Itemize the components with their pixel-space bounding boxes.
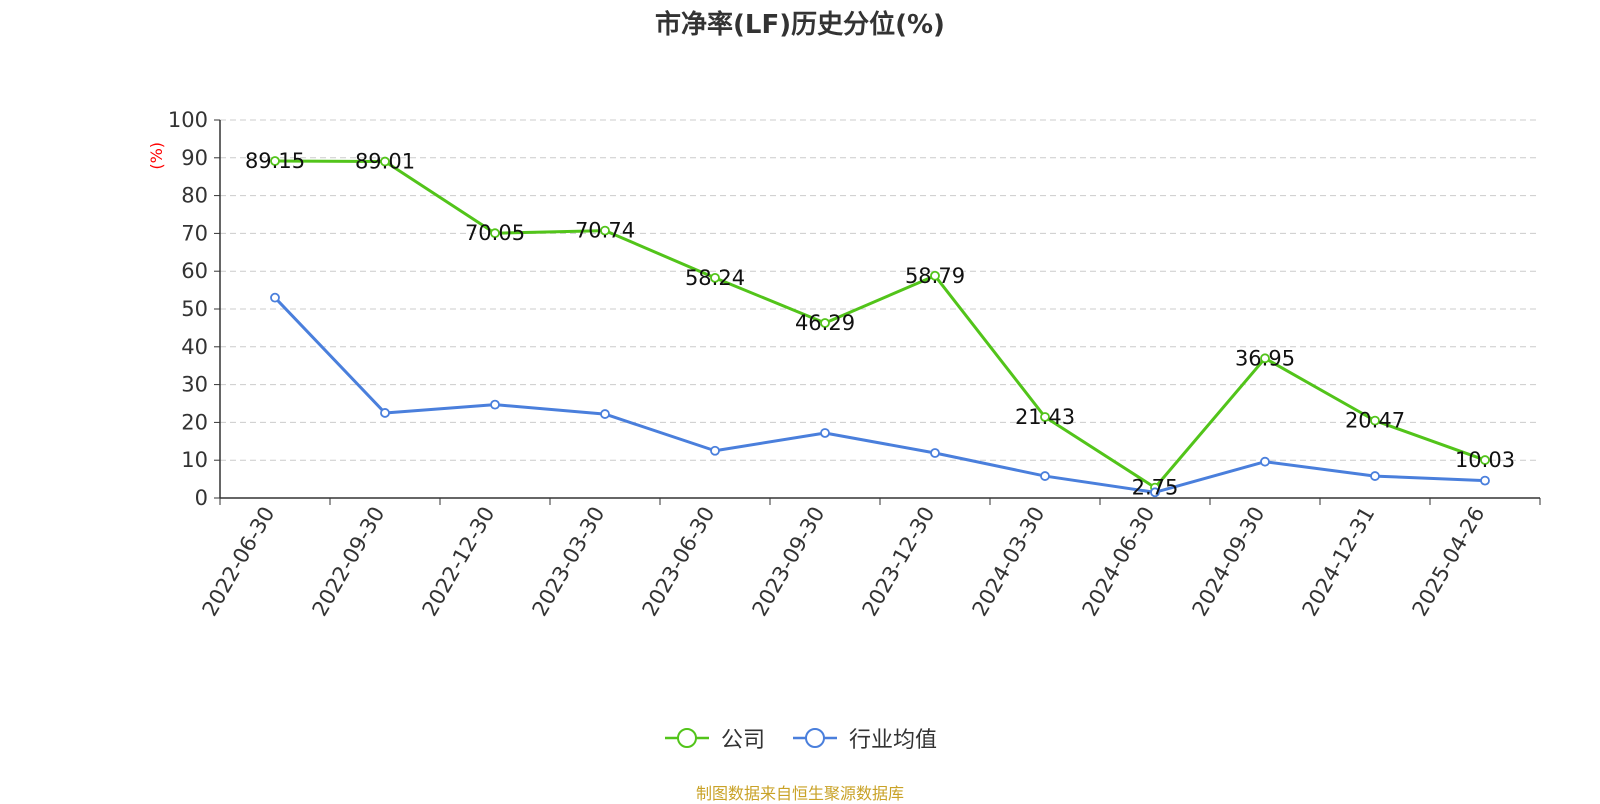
data-labels: 89.15 89.01 70.05 70.74 58.24 46.29 58.79 21.43…: [245, 149, 1515, 500]
data-point: [600, 409, 610, 419]
data-label: 21.43: [1015, 405, 1075, 429]
x-tick-label: 2023-12-30: [858, 503, 940, 621]
data-point: [710, 445, 720, 456]
x-tick-label: 2023-06-30: [638, 503, 720, 621]
y-tick-label: 0: [195, 486, 208, 510]
x-tick-label: 2024-03-30: [968, 503, 1050, 621]
data-point: [930, 448, 940, 458]
data-point: [820, 428, 830, 438]
x-tick-label: 2022-12-30: [418, 503, 500, 621]
legend-item-1[interactable]: 公司: [663, 722, 765, 754]
data-point: [1040, 412, 1050, 422]
y-tick-label: 30: [181, 373, 208, 397]
data-label: 70.05: [465, 221, 525, 245]
y-tick-label: 90: [181, 146, 208, 170]
data-label: 89.01: [355, 150, 415, 174]
legend-line-circle-icon: [664, 728, 709, 748]
y-tick-label: 70: [181, 221, 208, 245]
x-tick-label: 2025-04-26: [1408, 503, 1490, 621]
data-point: [270, 292, 280, 303]
y-tick-label: 100: [168, 108, 208, 132]
legend-label: 行业均值: [849, 728, 938, 753]
data-label: 89.15: [245, 149, 305, 173]
y-tick-label: 80: [181, 184, 208, 208]
x-tick-label: 2022-09-30: [308, 503, 390, 621]
y-tick-label: 60: [181, 259, 208, 283]
y-tick-label: 20: [181, 410, 208, 434]
legend-icon-circle: [805, 728, 825, 748]
data-point: [1480, 455, 1490, 465]
data-label: 70.74: [575, 219, 635, 243]
x-tick-label: 2024-06-30: [1078, 503, 1160, 621]
data-label: 20.47: [1345, 409, 1405, 433]
x-tick-label: 2022-06-30: [198, 503, 280, 621]
data-label: 58.79: [905, 264, 965, 288]
data-point: [1040, 471, 1050, 481]
y-tick-label: 40: [181, 335, 208, 359]
source-note: 制图数据来自恒生聚源数据库: [695, 784, 904, 803]
data-point: [820, 318, 830, 328]
data-point: [1150, 487, 1160, 498]
data-label: 58.24: [685, 266, 745, 290]
data-point: [1370, 415, 1380, 426]
y-tick-label: 50: [181, 297, 208, 321]
data-point: [1260, 456, 1270, 467]
data-point: [380, 408, 390, 418]
data-point: [710, 272, 720, 283]
legend-line-circle-icon: [793, 728, 837, 748]
axes: 0 10 20 30 40 50 60 70 80 90 100(%) 2022-06-30 2022-…: [147, 108, 1541, 621]
data-point: [1260, 353, 1270, 364]
data-point: [490, 399, 500, 410]
series-line-1: [274, 159, 1486, 490]
data-label: 2.75: [1132, 476, 1179, 500]
legend: 公司 行业均值: [0, 722, 1600, 754]
legend-label: 公司: [720, 728, 765, 753]
legend-item-2[interactable]: 行业均值: [791, 722, 937, 754]
data-point: [1370, 471, 1380, 481]
series-lines: [270, 156, 1490, 498]
legend-icon-circle: [676, 728, 697, 748]
x-tick-label: 2024-12-31: [1298, 503, 1380, 621]
y-axis-label: (%): [147, 142, 166, 170]
y-tick-label: 10: [181, 448, 208, 472]
data-point: [380, 156, 390, 167]
data-point: [600, 225, 610, 236]
data-point: [1480, 475, 1490, 486]
data-point: [930, 270, 940, 281]
x-tick-label: 2024-09-30: [1188, 503, 1270, 621]
data-label: 10.03: [1455, 448, 1515, 472]
chart-title: 市净率(LF)历史分位(%): [655, 10, 945, 40]
data-point: [490, 228, 500, 239]
x-tick-label: 2023-09-30: [748, 503, 830, 621]
series-line-2: [273, 296, 1486, 494]
data-point: [270, 156, 280, 166]
x-tick-label: 2023-03-30: [528, 503, 610, 621]
line-chart: 0 10 20 30 40 50 60 70 80 90 100(%) 2022-06-30 2022-…: [147, 108, 1541, 621]
data-label: 46.29: [795, 311, 855, 335]
data-label: 36.95: [1235, 346, 1295, 370]
